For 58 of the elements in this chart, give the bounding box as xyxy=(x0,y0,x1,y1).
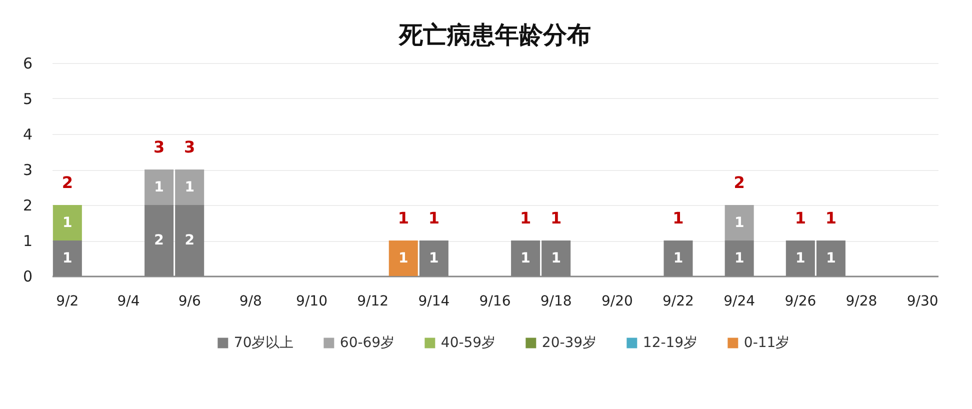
total-label: 1 xyxy=(550,208,562,228)
data-label: 1 xyxy=(184,179,194,196)
data-label: 1 xyxy=(734,250,744,266)
data-label: 1 xyxy=(796,250,806,266)
x-tick-label: 9/24 xyxy=(724,294,756,310)
data-label: 1 xyxy=(62,214,72,231)
legend-label: 12-19岁 xyxy=(642,335,698,351)
total-label: 2 xyxy=(734,173,745,192)
data-label: 1 xyxy=(429,250,439,266)
legend-label: 60-69岁 xyxy=(340,335,395,351)
y-tick-label: 6 xyxy=(22,54,32,72)
bar xyxy=(52,205,82,240)
x-tick-label: 9/18 xyxy=(540,294,572,310)
data-label: 1 xyxy=(734,214,744,231)
data-label: 1 xyxy=(398,250,408,266)
total-label: 1 xyxy=(428,208,440,228)
x-tick-label: 9/26 xyxy=(784,294,816,310)
bar xyxy=(724,205,754,240)
x-tick-label: 9/8 xyxy=(239,294,262,310)
y-tick-label: 4 xyxy=(22,126,32,144)
total-label: 1 xyxy=(825,208,837,228)
x-tick-label: 9/28 xyxy=(846,294,878,310)
x-tick-label: 9/22 xyxy=(662,294,694,310)
y-tick-label: 3 xyxy=(22,161,32,179)
data-label: 1 xyxy=(673,250,684,266)
total-label: 1 xyxy=(398,208,409,228)
total-label: 3 xyxy=(184,138,196,156)
x-tick-label: 9/4 xyxy=(117,294,140,310)
total-label: 3 xyxy=(153,138,165,156)
x-tick-label: 9/30 xyxy=(906,294,938,310)
legend-label: 70岁以上 xyxy=(234,335,294,351)
x-tick-label: 9/20 xyxy=(601,294,633,310)
y-tick-label: 1 xyxy=(22,232,32,250)
x-tick-label: 9/12 xyxy=(357,294,389,310)
data-label: 2 xyxy=(184,232,194,248)
legend-label: 40-59岁 xyxy=(440,335,496,351)
total-label: 2 xyxy=(62,173,73,192)
data-label: 1 xyxy=(826,250,836,266)
data-label: 1 xyxy=(154,179,164,196)
x-tick-label: 9/10 xyxy=(296,294,328,310)
x-tick-label: 9/2 xyxy=(56,294,79,310)
data-label: 1 xyxy=(520,250,530,266)
total-label: 1 xyxy=(794,208,806,228)
x-tick-label: 9/16 xyxy=(479,294,511,310)
data-label: 2 xyxy=(154,232,164,248)
data-label: 1 xyxy=(551,250,561,266)
x-tick-label: 9/6 xyxy=(178,294,201,310)
y-tick-label: 2 xyxy=(22,196,32,214)
legend-label: 20-39岁 xyxy=(542,335,597,351)
chart-title: 死亡病患年龄分布 xyxy=(398,21,591,49)
legend-label: 0-11岁 xyxy=(744,335,790,351)
x-tick-label: 9/14 xyxy=(418,294,450,310)
total-label: 1 xyxy=(672,208,684,228)
data-label: 1 xyxy=(62,250,72,266)
total-label: 1 xyxy=(520,208,532,228)
y-tick-label: 5 xyxy=(22,90,32,108)
y-tick-label: 0 xyxy=(22,268,32,286)
bar xyxy=(388,240,418,276)
